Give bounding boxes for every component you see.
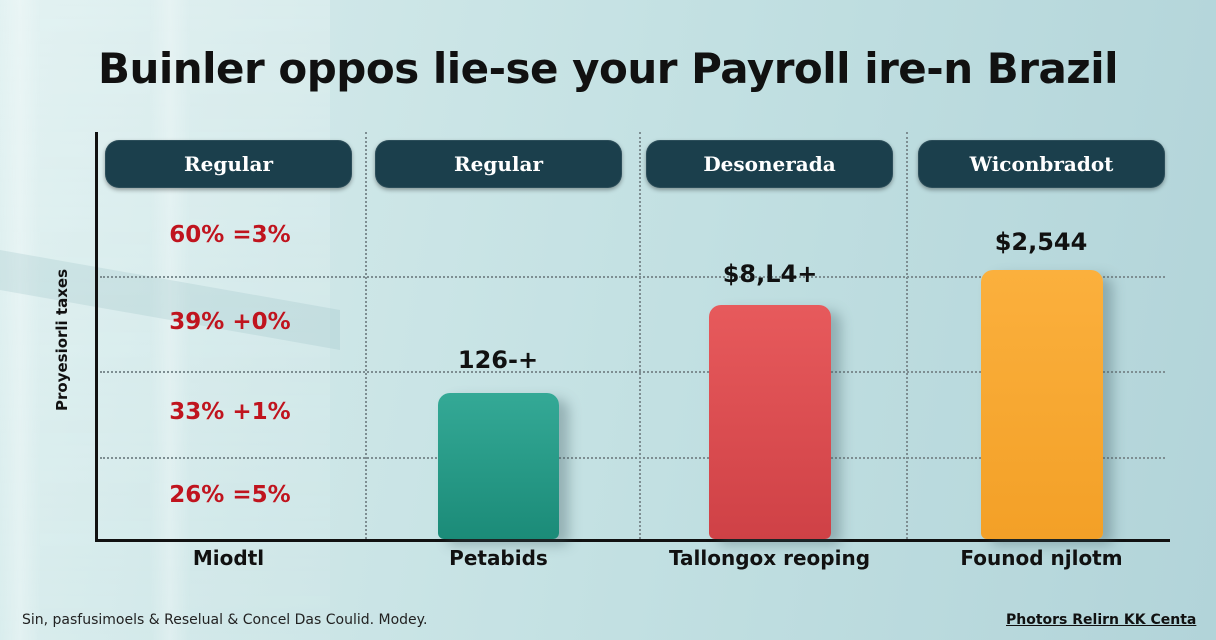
footnote: Sin, pasfusimoels & Reselual & Concel Da… <box>22 612 428 628</box>
bar-value-label: $2,544 <box>994 228 1088 256</box>
credit-link[interactable]: Photors Relirn KK Centa <box>1006 612 1197 628</box>
bar-value-label: 126-+ <box>457 346 539 374</box>
grid-line-vertical <box>365 132 367 539</box>
x-axis <box>95 539 1170 542</box>
rate-label: 33% +1% <box>169 399 291 425</box>
grid-line-vertical <box>639 132 641 539</box>
grid-line-vertical <box>906 132 908 539</box>
column-header-desonerada: Desonerada <box>646 140 893 188</box>
rate-label: 60% =3% <box>169 222 291 248</box>
chart-title: Buinler oppos lie-se your Payroll ire-n … <box>97 44 1119 93</box>
bar-value-label: $8,L4+ <box>722 260 818 288</box>
y-axis-label: Proyesiorli taxes <box>53 269 71 411</box>
x-tick-label: Tallongox reoping <box>668 546 871 570</box>
column-header-regular-1: Regular <box>105 140 352 188</box>
grid-line-horizontal <box>100 276 1165 278</box>
rate-label: 39% +0% <box>169 309 291 335</box>
grid-line-horizontal <box>100 371 1165 373</box>
column-header-wiconbradot: Wiconbradot <box>918 140 1165 188</box>
grid-line-horizontal <box>100 457 1165 459</box>
bar-petabids <box>438 393 559 539</box>
column-header-regular-2: Regular <box>375 140 622 188</box>
x-tick-label: Founod njlotm <box>960 546 1123 570</box>
rate-label: 26% =5% <box>169 482 291 508</box>
background-window <box>0 0 330 640</box>
y-axis <box>95 132 98 542</box>
x-tick-label: Petabids <box>449 546 548 570</box>
bar-founod-njlotm <box>981 270 1103 539</box>
bar-tallongox-reoping <box>709 305 831 539</box>
x-tick-label: Miodtl <box>192 546 265 570</box>
